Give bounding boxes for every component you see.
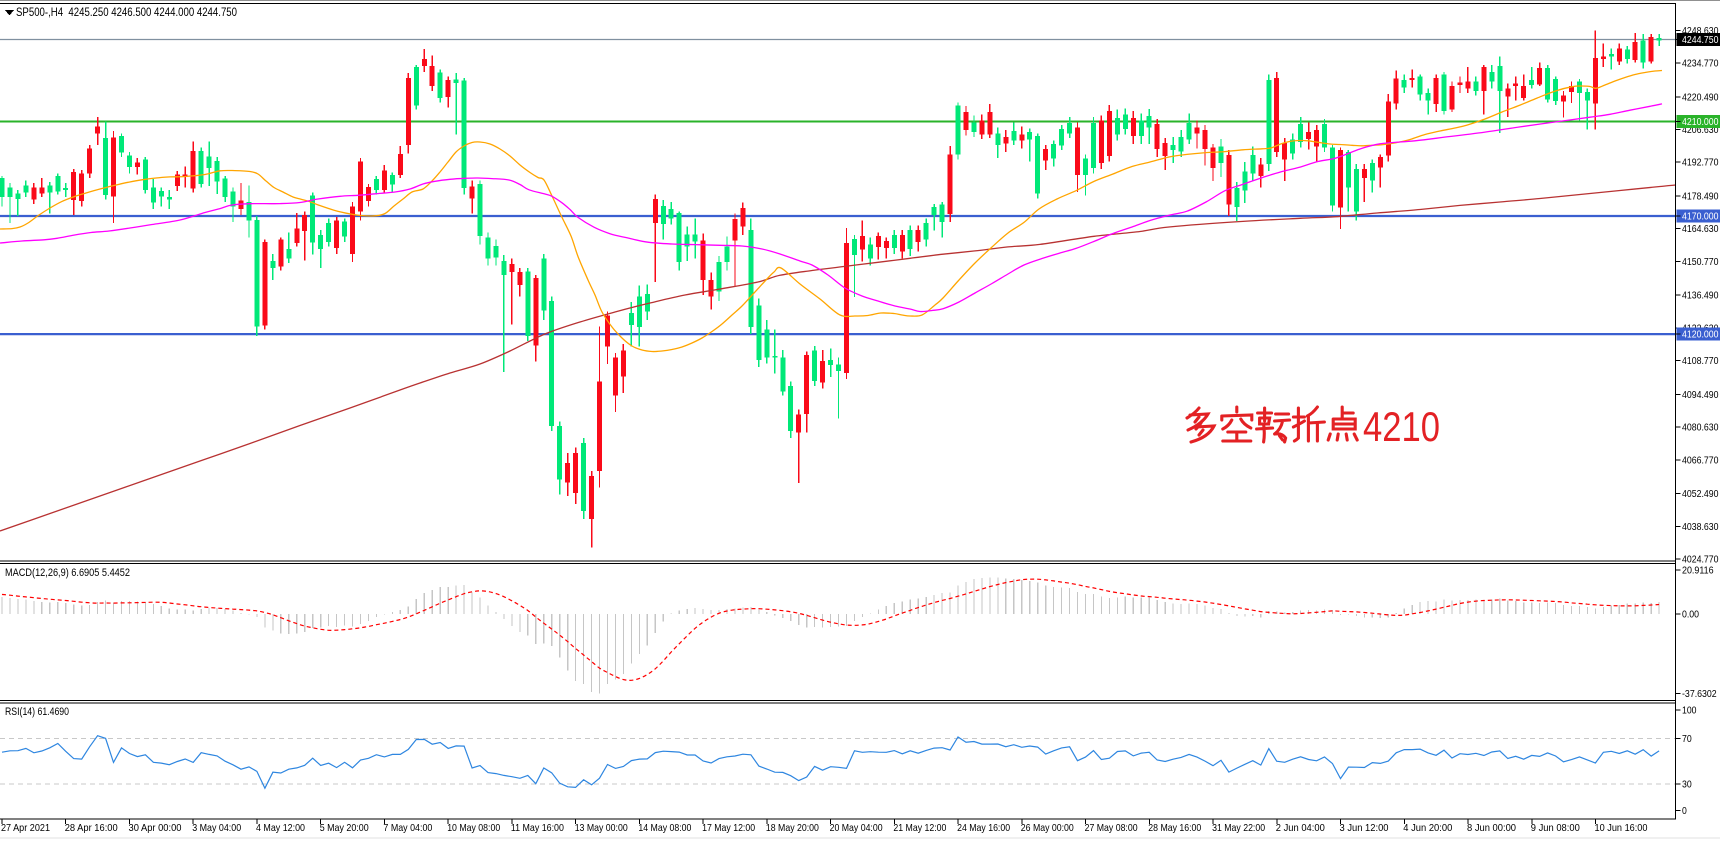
svg-text:26 May 00:00: 26 May 00:00 [1021,822,1074,834]
svg-text:24 May 16:00: 24 May 16:00 [957,822,1010,834]
svg-text:4038.630: 4038.630 [1682,522,1719,533]
svg-text:21 May 12:00: 21 May 12:00 [893,822,946,834]
svg-text:4108.770: 4108.770 [1682,356,1719,367]
svg-text:4066.770: 4066.770 [1682,455,1719,466]
svg-text:SP500-,H4 4245.250 4246.500 4: SP500-,H4 4245.250 4246.500 4244.000 424… [16,5,237,19]
svg-text:30: 30 [1682,780,1692,791]
svg-text:4024.770: 4024.770 [1682,555,1719,566]
svg-text:4052.490: 4052.490 [1682,489,1719,500]
svg-text:30 Apr 00:00: 30 Apr 00:00 [129,822,182,834]
svg-text:7 May 04:00: 7 May 04:00 [383,822,432,834]
svg-text:4210.000: 4210.000 [1682,117,1719,128]
svg-text:3 Jun 12:00: 3 Jun 12:00 [1340,822,1389,834]
svg-text:4248.630: 4248.630 [1682,26,1719,37]
svg-text:4244.750: 4244.750 [1682,35,1719,46]
svg-text:4164.630: 4164.630 [1682,224,1719,235]
svg-text:14 May 08:00: 14 May 08:00 [638,822,691,834]
svg-text:4094.490: 4094.490 [1682,390,1719,401]
svg-text:4220.490: 4220.490 [1682,92,1719,103]
svg-text:4150.770: 4150.770 [1682,257,1719,268]
svg-text:4170.000: 4170.000 [1682,212,1719,223]
svg-text:10 May 08:00: 10 May 08:00 [447,822,500,834]
svg-text:28 Apr 16:00: 28 Apr 16:00 [65,822,118,834]
svg-text:28 May 16:00: 28 May 16:00 [1148,822,1201,834]
svg-text:20 May 04:00: 20 May 04:00 [830,822,883,834]
svg-text:4192.770: 4192.770 [1682,158,1719,169]
svg-text:4210: 4210 [1363,403,1440,450]
svg-text:4178.490: 4178.490 [1682,191,1719,202]
svg-text:27 Apr 2021: 27 Apr 2021 [1,822,50,834]
svg-text:RSI(14) 61.4690: RSI(14) 61.4690 [5,706,69,718]
svg-text:4136.490: 4136.490 [1682,291,1719,302]
svg-text:31 May 22:00: 31 May 22:00 [1212,822,1265,834]
svg-text:0.00: 0.00 [1682,610,1699,621]
svg-text:10 Jun 16:00: 10 Jun 16:00 [1595,822,1648,834]
svg-text:20.9116: 20.9116 [1682,566,1714,577]
svg-text:4 May 12:00: 4 May 12:00 [256,822,305,834]
svg-text:5 May 20:00: 5 May 20:00 [320,822,369,834]
svg-text:70: 70 [1682,734,1692,745]
svg-text:4120.000: 4120.000 [1682,330,1719,341]
svg-text:18 May 20:00: 18 May 20:00 [766,822,819,834]
svg-text:100: 100 [1682,706,1697,717]
svg-text:13 May 00:00: 13 May 00:00 [575,822,628,834]
svg-text:3 May 04:00: 3 May 04:00 [192,822,241,834]
svg-text:4206.630: 4206.630 [1682,125,1719,136]
svg-text:4080.630: 4080.630 [1682,423,1719,434]
svg-text:MACD(12,26,9) 6.6905 5.4452: MACD(12,26,9) 6.6905 5.4452 [5,567,130,579]
svg-text:8 Jun 00:00: 8 Jun 00:00 [1467,822,1516,834]
svg-text:9 Jun 08:00: 9 Jun 08:00 [1531,822,1580,834]
svg-text:4234.770: 4234.770 [1682,59,1719,70]
svg-text:-37.6302: -37.6302 [1682,689,1717,700]
svg-text:0: 0 [1682,806,1687,817]
svg-text:27 May 08:00: 27 May 08:00 [1085,822,1138,834]
svg-text:17 May 12:00: 17 May 12:00 [702,822,755,834]
svg-text:4 Jun 20:00: 4 Jun 20:00 [1403,822,1452,834]
svg-text:2 Jun 04:00: 2 Jun 04:00 [1276,822,1325,834]
svg-text:11 May 16:00: 11 May 16:00 [511,822,564,834]
